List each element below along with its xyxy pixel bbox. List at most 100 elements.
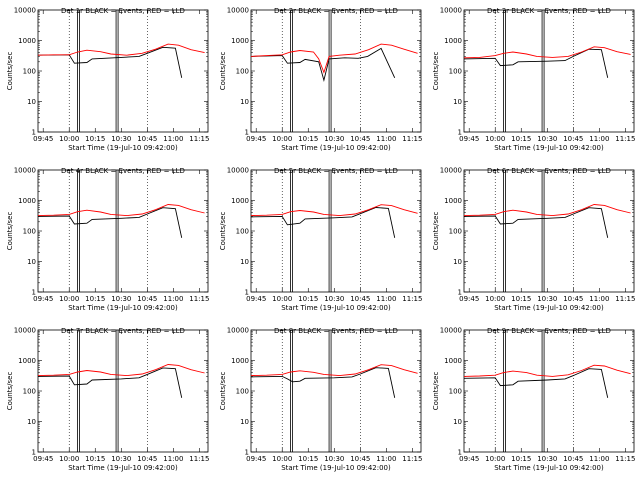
y-tick-label: 100: [449, 388, 462, 396]
x-tick-label: 11:15: [402, 455, 422, 463]
x-tick-label: 09:45: [33, 135, 53, 143]
x-axis-label: Start Time (19-Jul-10 09:42:00): [281, 464, 391, 472]
y-tick-label: 10: [27, 418, 36, 426]
y-tick-label: 10: [240, 418, 249, 426]
x-tick-label: 11:15: [189, 135, 209, 143]
x-tick-label: 10:00: [272, 135, 292, 143]
y-tick-label: 10000: [14, 7, 36, 15]
y-tick-label: 10: [453, 418, 462, 426]
y-tick-label: 1: [458, 449, 462, 457]
plot-frame: [250, 169, 422, 293]
x-tick-label: 11:00: [589, 455, 609, 463]
y-tick-label: 10000: [14, 167, 36, 175]
x-tick-label: 11:00: [163, 295, 183, 303]
x-tick-label: 10:30: [324, 455, 344, 463]
x-tick-label: 11:00: [589, 295, 609, 303]
y-tick-label: 100: [449, 68, 462, 76]
y-tick-label: 100: [23, 228, 36, 236]
y-tick-label: 10000: [440, 167, 462, 175]
x-tick-label: 10:15: [85, 135, 105, 143]
x-tick-label: 09:45: [33, 295, 53, 303]
y-tick-label: 1: [32, 289, 36, 297]
x-tick-label: 11:15: [615, 455, 635, 463]
chart-panel-2: 1 10 100 1000 10000 09:45 10:00 10:15 10:30 10:45…: [219, 7, 422, 153]
y-axis-label: Counts/sec: [6, 372, 14, 411]
y-tick-label: 1000: [231, 357, 249, 365]
x-tick-label: 11:15: [189, 455, 209, 463]
plot-frame: [463, 169, 635, 293]
events-series-line: [250, 207, 396, 238]
x-tick-label: 09:45: [33, 455, 53, 463]
x-tick-label: 10:45: [350, 295, 370, 303]
y-tick-label: 10000: [440, 7, 462, 15]
x-axis-label: Start Time (19-Jul-10 09:42:00): [281, 144, 391, 152]
x-tick-label: 10:45: [350, 135, 370, 143]
x-tick-label: 10:45: [137, 135, 157, 143]
x-tick-label: 10:45: [350, 455, 370, 463]
x-tick-label: 10:30: [324, 295, 344, 303]
lld-series-line: [250, 43, 418, 74]
x-tick-label: 11:00: [376, 295, 396, 303]
x-tick-label: 10:00: [272, 295, 292, 303]
x-tick-label: 10:00: [59, 455, 79, 463]
y-tick-label: 1000: [231, 197, 249, 205]
y-tick-label: 1: [32, 449, 36, 457]
x-tick-label: 10:45: [563, 295, 583, 303]
x-tick-label: 10:30: [537, 295, 557, 303]
chart-panel-1: 1 10 100 1000 10000 09:45 10:00 10:15 10:30 10:45…: [6, 7, 209, 153]
chart-panel-3: 1 10 100 1000 10000 09:45 10:00 10:15 10:30 10:45…: [432, 7, 635, 153]
x-tick-label: 11:15: [615, 295, 635, 303]
x-tick-label: 10:45: [137, 455, 157, 463]
plot-frame: [463, 9, 635, 133]
events-series-line: [37, 207, 183, 238]
chart-title: Det 5r BLACK = Events, RED = LLD: [274, 167, 398, 175]
chart-panel-8: 1 10 100 1000 10000 09:45 10:00 10:15 10:30 10:45…: [219, 327, 422, 473]
chart-title: Det 2r BLACK = Events, RED = LLD: [274, 7, 398, 15]
x-tick-label: 11:00: [376, 135, 396, 143]
lld-series-line: [463, 46, 631, 59]
x-tick-label: 10:15: [511, 455, 531, 463]
plot-frame: [37, 9, 209, 133]
y-tick-label: 100: [236, 228, 249, 236]
x-tick-label: 10:45: [563, 135, 583, 143]
x-tick-label: 11:00: [589, 135, 609, 143]
y-tick-label: 10: [27, 98, 36, 106]
x-tick-label: 09:45: [246, 455, 266, 463]
x-tick-label: 10:30: [537, 135, 557, 143]
events-series-line: [37, 367, 183, 398]
y-axis-label: Counts/sec: [6, 52, 14, 91]
x-tick-label: 09:45: [459, 295, 479, 303]
x-tick-label: 11:15: [189, 295, 209, 303]
chart-title: Det 7r BLACK = Events, RED = LLD: [61, 327, 185, 335]
chart-panel-9: 1 10 100 1000 10000 09:45 10:00 10:15 10:30 10:45…: [432, 327, 635, 473]
x-tick-label: 10:00: [59, 295, 79, 303]
x-tick-label: 10:30: [537, 455, 557, 463]
y-tick-label: 100: [236, 68, 249, 76]
y-tick-label: 10000: [440, 327, 462, 335]
x-tick-label: 10:00: [485, 455, 505, 463]
x-axis-label: Start Time (19-Jul-10 09:42:00): [494, 304, 604, 312]
y-tick-label: 10: [27, 258, 36, 266]
x-tick-label: 10:00: [485, 135, 505, 143]
plot-frame: [250, 9, 422, 133]
x-tick-label: 11:15: [402, 295, 422, 303]
x-tick-label: 09:45: [246, 295, 266, 303]
y-tick-label: 10000: [227, 7, 249, 15]
lld-series-line: [37, 364, 205, 377]
y-tick-label: 1: [32, 129, 36, 137]
x-tick-label: 09:45: [459, 455, 479, 463]
y-tick-label: 1000: [231, 37, 249, 45]
plot-frame: [37, 169, 209, 293]
x-axis-label: Start Time (19-Jul-10 09:42:00): [494, 144, 604, 152]
x-axis-label: Start Time (19-Jul-10 09:42:00): [281, 304, 391, 312]
chart-title: Det 4r BLACK = Events, RED = LLD: [61, 167, 185, 175]
chart-title: Det 1r BLACK = Events, RED = LLD: [61, 7, 185, 15]
y-axis-label: Counts/sec: [432, 52, 440, 91]
chart-title: Det 8r BLACK = Events, RED = LLD: [274, 327, 398, 335]
events-series-line: [463, 207, 609, 238]
x-tick-label: 10:15: [511, 295, 531, 303]
y-tick-label: 10000: [227, 167, 249, 175]
x-tick-label: 10:30: [324, 135, 344, 143]
y-tick-label: 1: [245, 289, 249, 297]
x-tick-label: 10:15: [85, 455, 105, 463]
